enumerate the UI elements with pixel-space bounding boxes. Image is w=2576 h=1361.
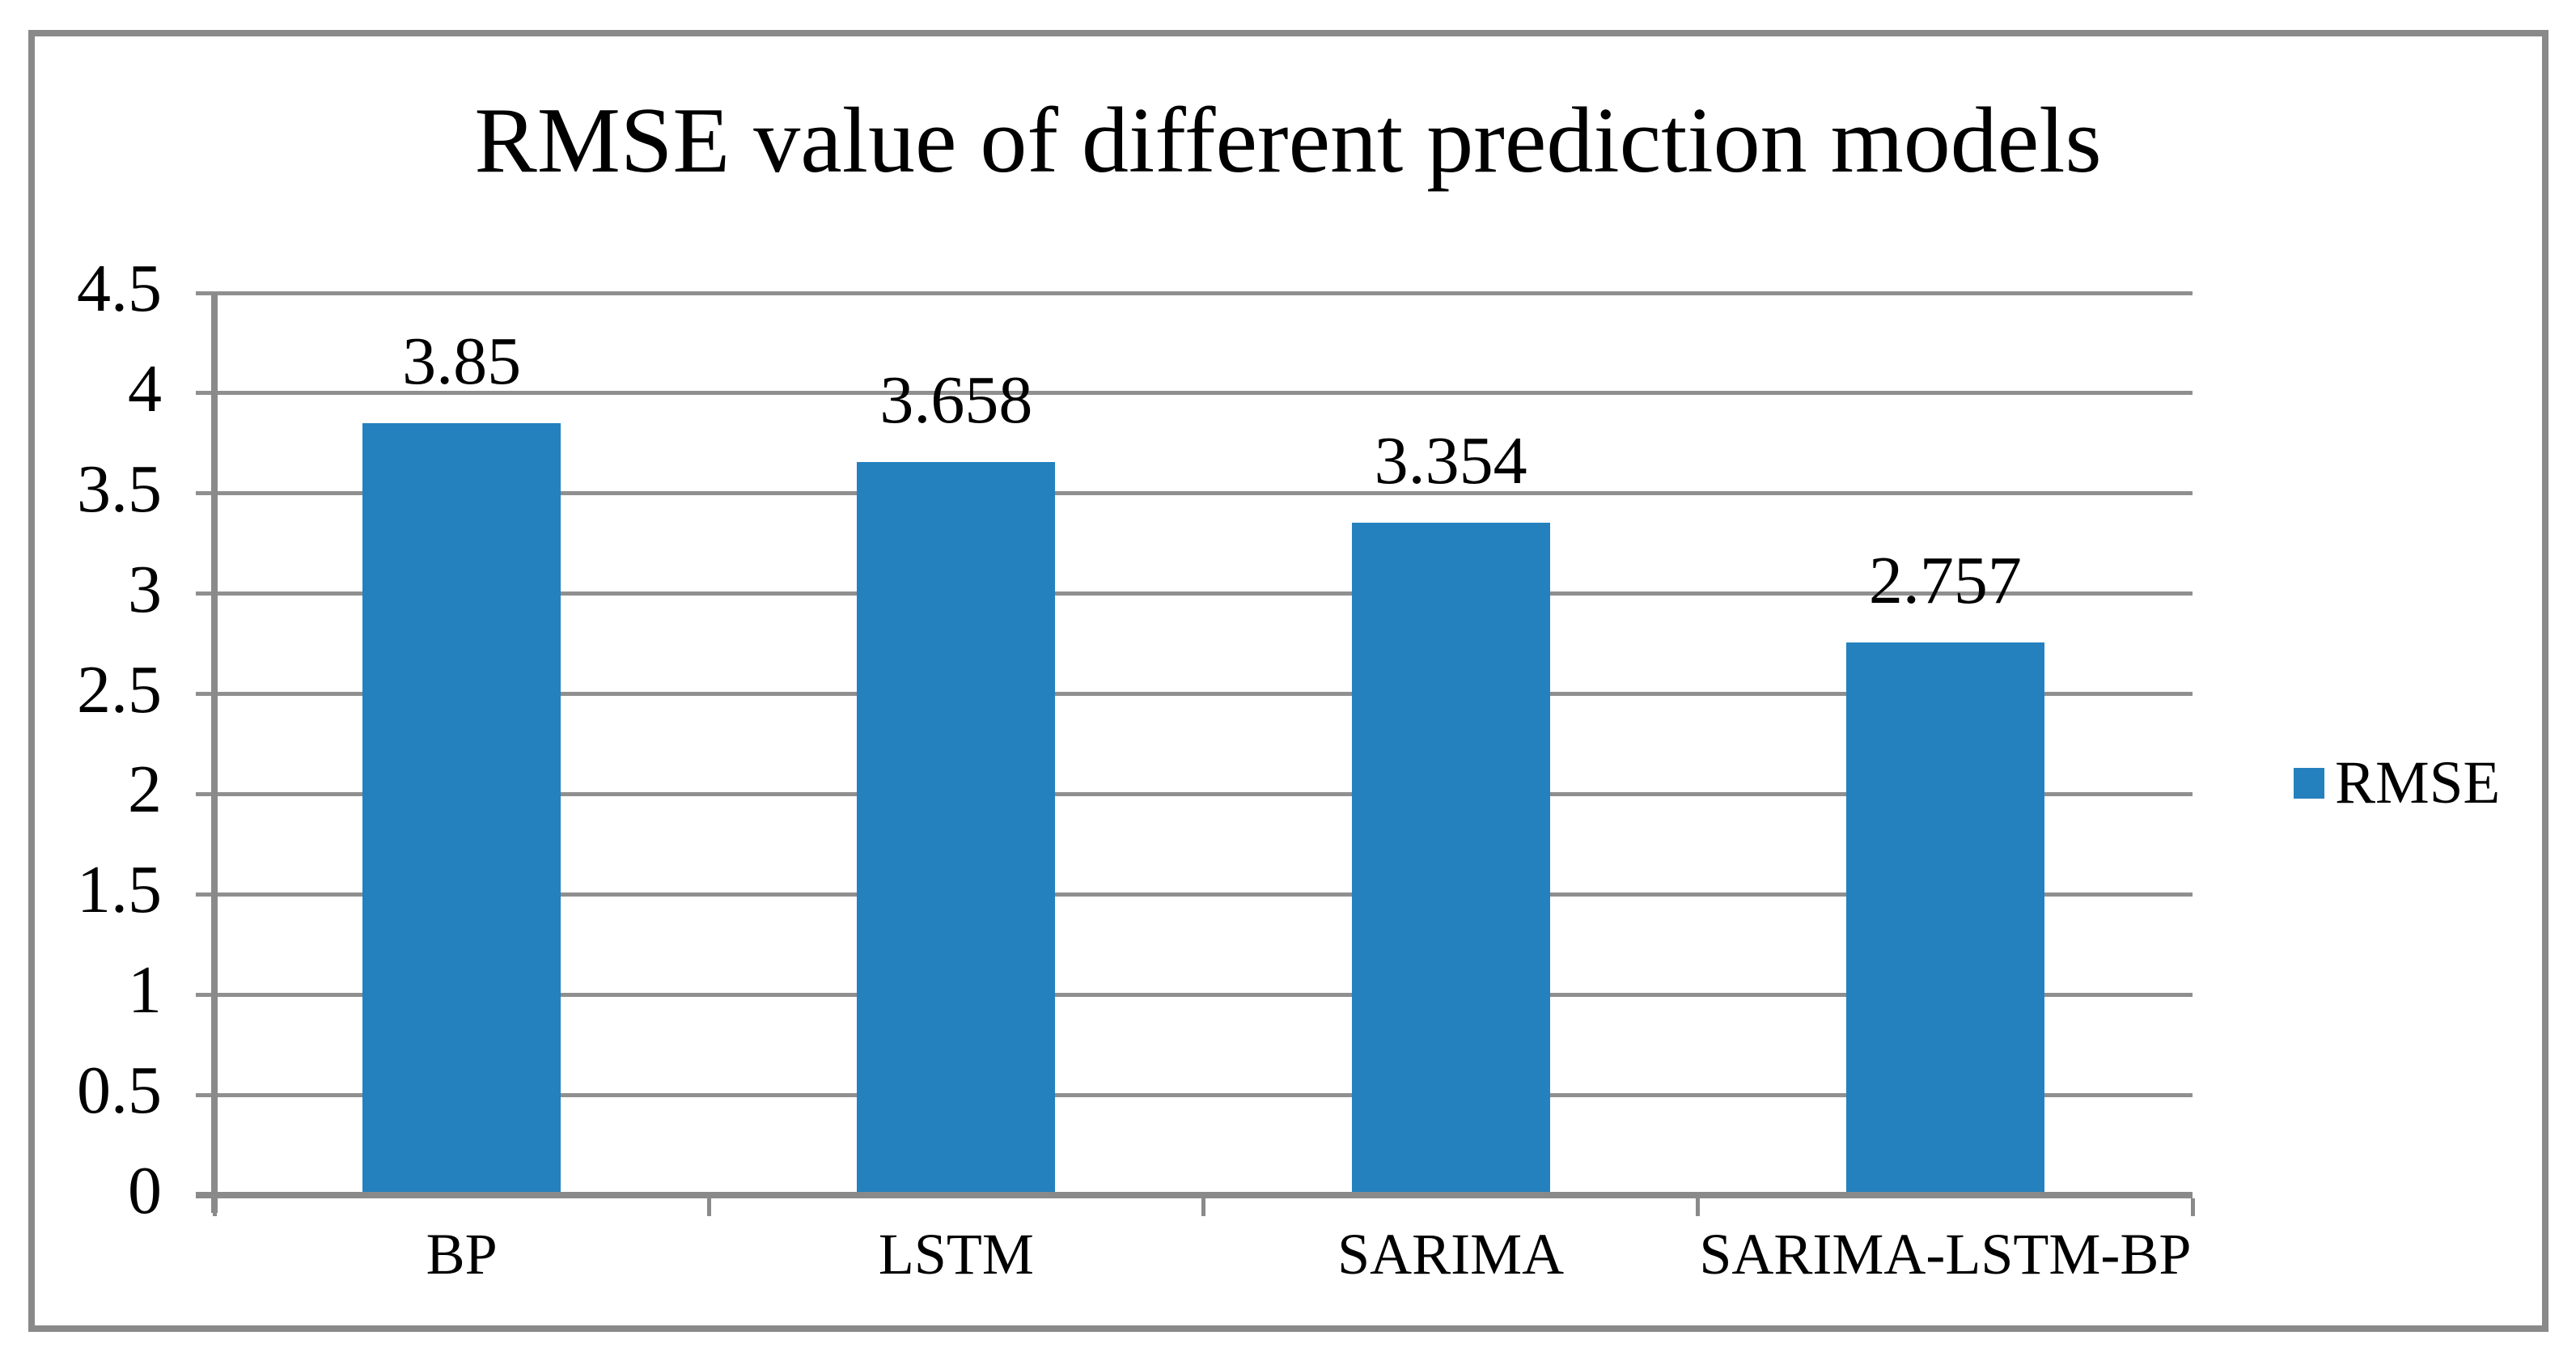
- gridline: [196, 290, 2193, 295]
- y-axis-tick-label: 0: [128, 1153, 162, 1228]
- bar-value-label: 3.85: [402, 324, 522, 400]
- bar-value-label: 3.658: [879, 362, 1033, 438]
- x-axis-category-label: SARIMA: [1337, 1222, 1565, 1287]
- y-axis-tick-label: 3: [128, 551, 162, 627]
- x-axis-category-label: SARIMA-LSTM-BP: [1699, 1222, 2192, 1287]
- gridline: [196, 992, 2193, 997]
- chart-outer-border: [28, 30, 2548, 1332]
- x-axis-tick: [2190, 1198, 2195, 1216]
- gridline: [196, 491, 2193, 496]
- gridline: [196, 1092, 2193, 1097]
- y-axis-tick-label: 4.5: [77, 251, 162, 326]
- legend-blue-square-icon: [2294, 767, 2324, 799]
- legend: RMSE: [2294, 753, 2500, 813]
- y-axis-tick-label: 1.5: [77, 852, 162, 928]
- bar-value-label: 3.354: [1374, 422, 1527, 498]
- bar-value-label: 2.757: [1868, 542, 2022, 618]
- chart-title: RMSE value of different prediction model…: [474, 89, 2102, 193]
- gridline: [196, 391, 2193, 396]
- y-axis-tick-label: 2: [128, 752, 162, 828]
- bar: [362, 423, 561, 1195]
- x-axis-tick: [1696, 1198, 1701, 1216]
- x-axis-tick: [1201, 1198, 1205, 1216]
- gridline: [196, 791, 2193, 796]
- gridline: [196, 892, 2193, 897]
- x-axis-line: [196, 1192, 2193, 1198]
- x-axis-tick: [706, 1198, 711, 1216]
- x-axis-tick: [212, 1198, 217, 1216]
- y-axis-tick-label: 2.5: [77, 651, 162, 727]
- bar: [1845, 642, 2044, 1195]
- gridline: [196, 692, 2193, 697]
- y-axis-tick-label: 3.5: [77, 451, 162, 527]
- x-axis-category-label: BP: [426, 1222, 498, 1287]
- y-axis-tick-label: 0.5: [77, 1053, 162, 1129]
- legend-label: RMSE: [2335, 749, 2501, 816]
- y-axis-tick-label: 1: [128, 952, 162, 1028]
- bar: [857, 461, 1056, 1195]
- bar: [1351, 522, 1550, 1195]
- gridline: [196, 591, 2193, 596]
- y-axis-tick-label: 4: [128, 350, 162, 426]
- y-axis-line: [211, 293, 218, 1213]
- x-axis-category-label: LSTM: [878, 1222, 1034, 1287]
